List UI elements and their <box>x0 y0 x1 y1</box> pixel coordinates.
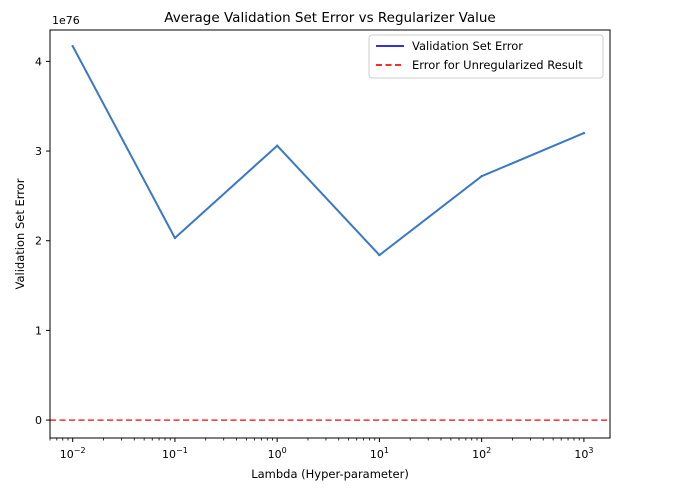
x-axis-label: Lambda (Hyper-parameter) <box>251 467 409 481</box>
x-tick-label: 10−2 <box>60 446 86 461</box>
y-tick-label: 4 <box>35 55 42 68</box>
y-axis-label: Validation Set Error <box>13 178 27 289</box>
y-offset-label: 1e76 <box>52 14 80 27</box>
data-point <box>71 44 74 48</box>
data-point <box>378 253 381 257</box>
x-tick-label: 102 <box>472 446 491 461</box>
x-tick-label: 101 <box>370 446 389 461</box>
series-line-validation-error <box>71 45 585 257</box>
y-tick-label: 3 <box>35 145 42 158</box>
data-point <box>582 131 586 135</box>
data-point <box>480 174 483 178</box>
legend-label-validation-error: Validation Set Error <box>412 39 523 53</box>
y-tick-label: 1 <box>35 324 42 337</box>
axis-ticks: 0 1 2 3 4 10−2 10−1 100 101 102 103 <box>35 55 593 461</box>
y-tick-label: 2 <box>35 235 42 248</box>
x-tick-label: 103 <box>574 446 593 461</box>
data-point <box>275 144 279 147</box>
x-tick-label: 10−1 <box>162 446 188 461</box>
plot-frame <box>49 29 611 439</box>
legend-box <box>368 34 604 79</box>
chart-title: Average Validation Set Error vs Regulari… <box>164 10 496 26</box>
plot-area <box>50 44 610 421</box>
x-tick-label: 100 <box>268 446 287 461</box>
data-point <box>173 236 177 240</box>
y-tick-label: 0 <box>35 414 42 427</box>
legend: Validation Set Error Error for Unregular… <box>368 34 604 79</box>
legend-label-unregularized-error: Error for Unregularized Result <box>412 58 583 72</box>
